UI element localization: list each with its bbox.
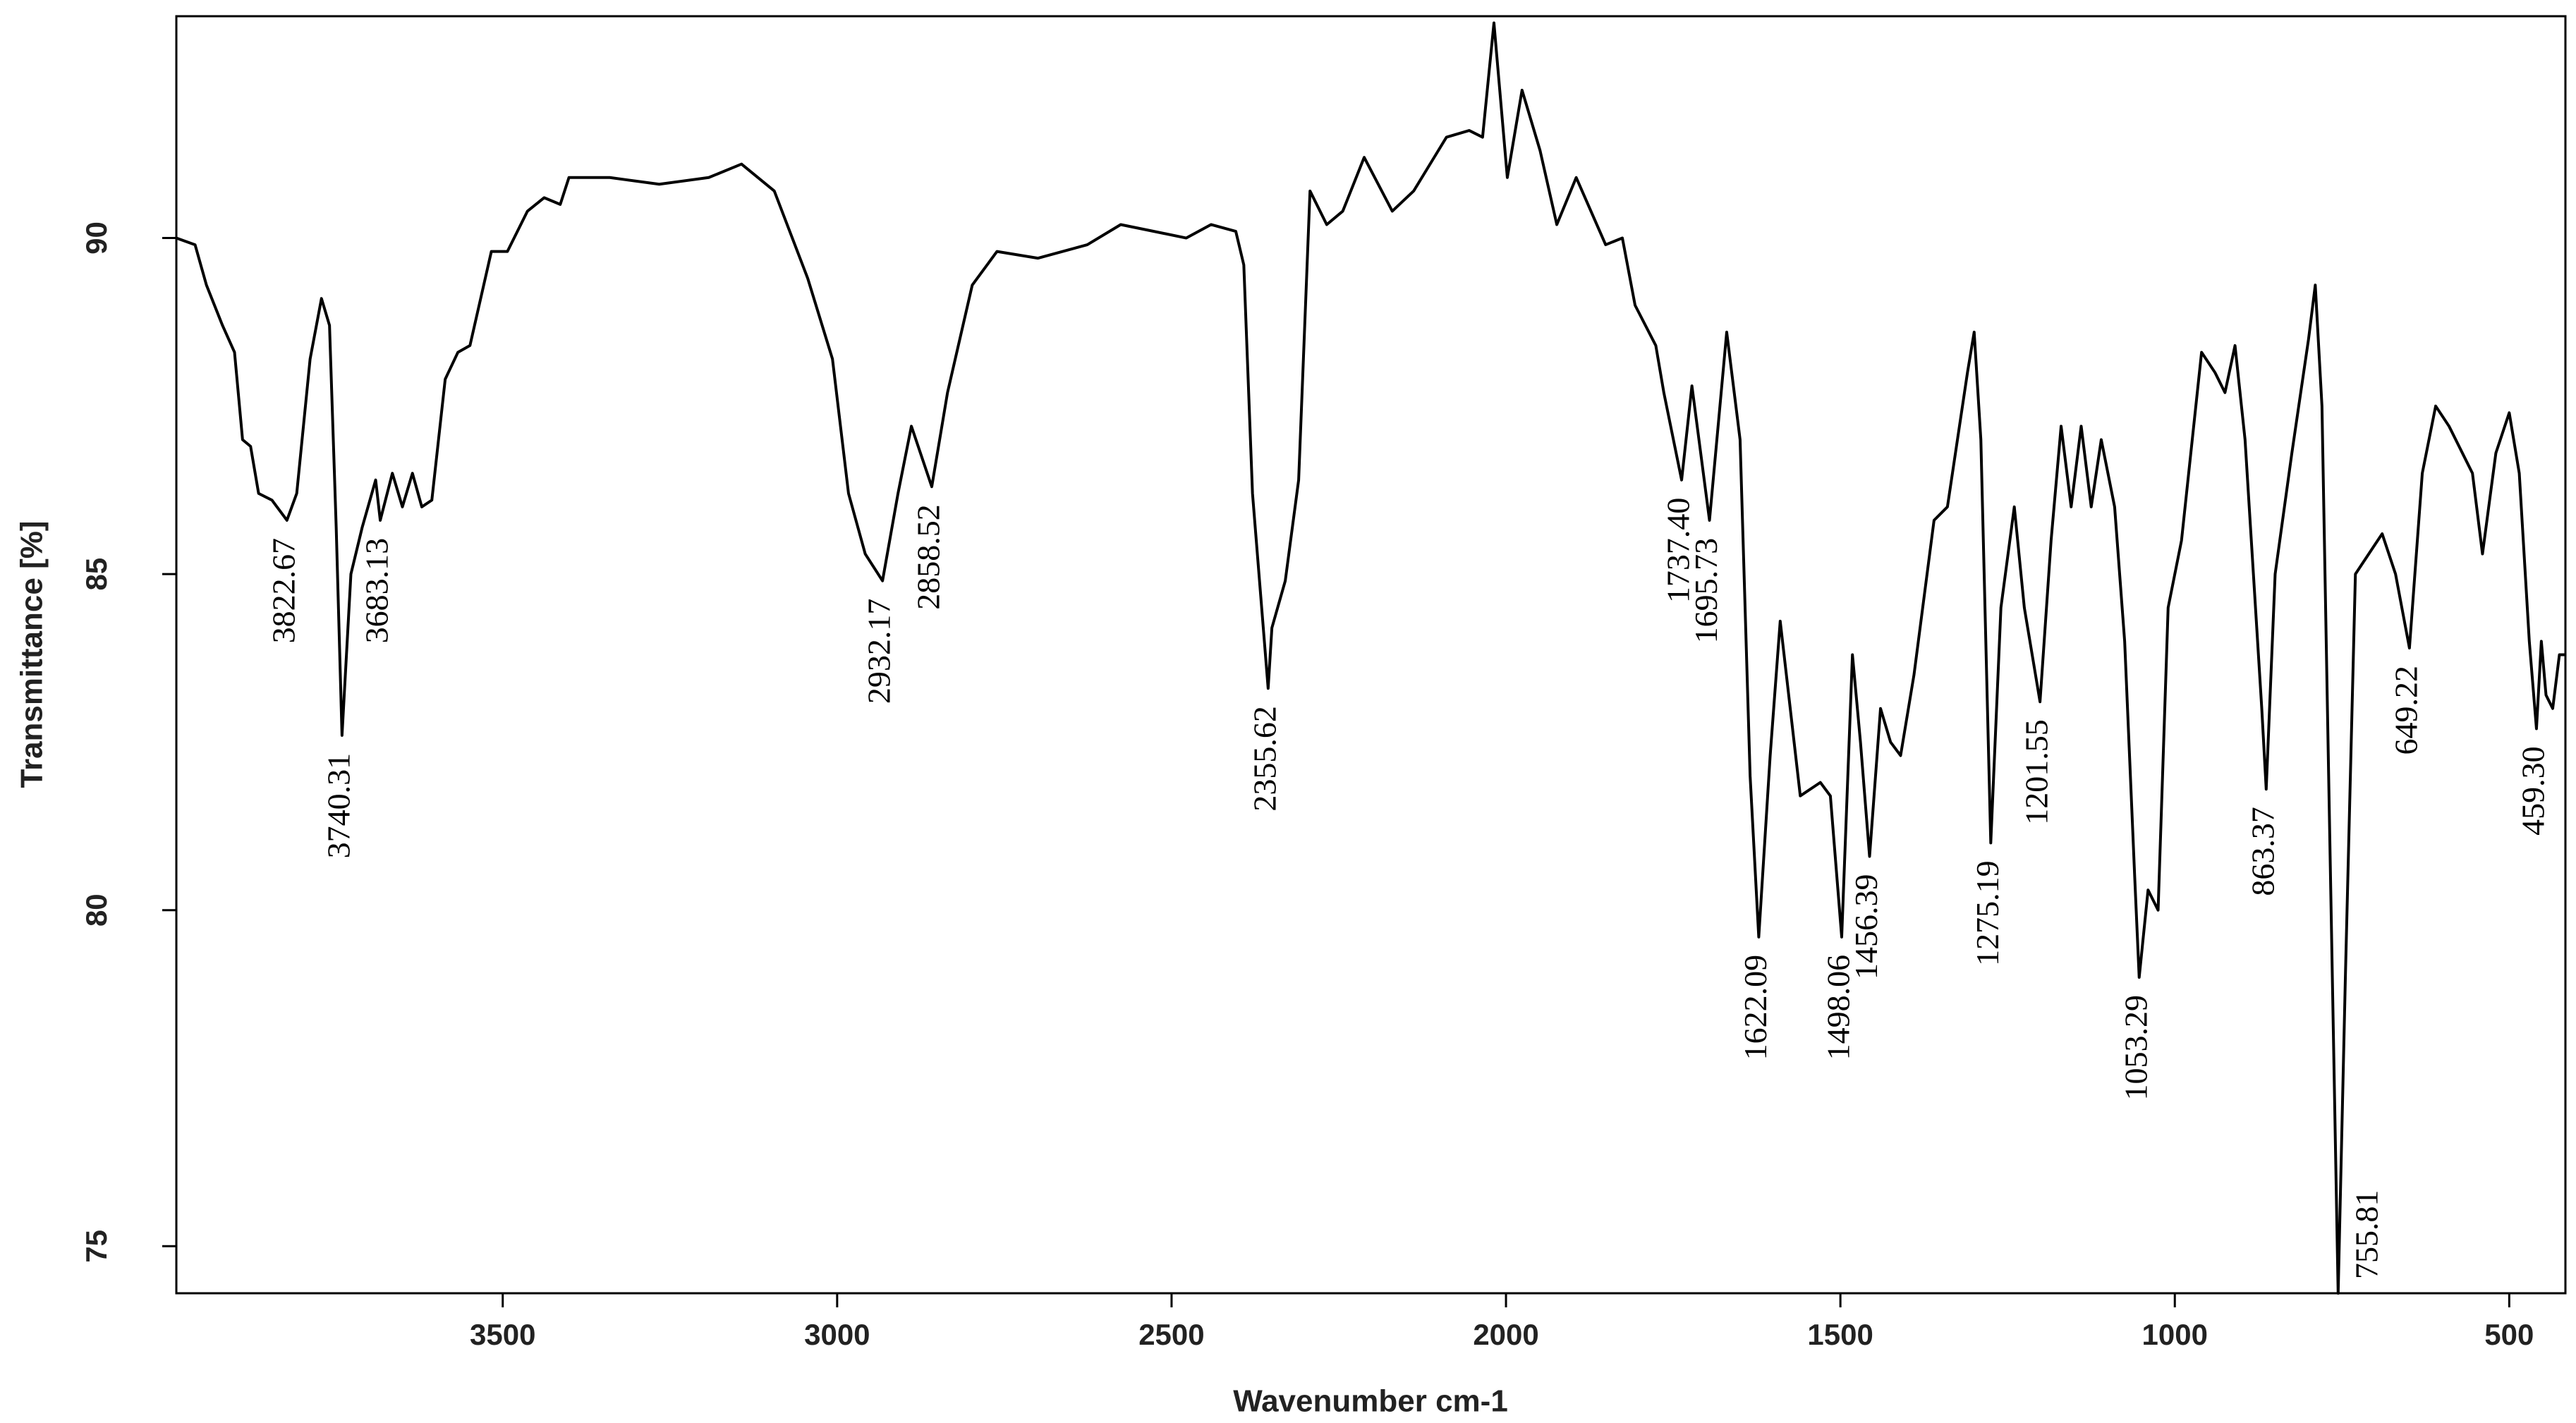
peak-label: 755.81 [2348,1190,2384,1280]
peak-label: 1201.55 [2019,719,2055,825]
x-tick-label: 2000 [1473,1318,1538,1351]
peak-label: 3683.13 [359,538,395,644]
y-axis-title: Transmittance [%] [15,521,49,788]
peak-label: 2858.52 [911,504,947,610]
peak-label: 2932.17 [861,599,897,704]
peak-label: 1695.73 [1688,538,1724,644]
peak-label: 863.37 [2244,807,2280,896]
peak-label: 2355.62 [1246,706,1282,812]
y-tick-label: 85 [80,558,113,591]
x-axis-title: Wavenumber cm-1 [1233,1384,1508,1419]
peak-label: 1456.39 [1848,874,1884,979]
peak-label: 3740.31 [320,753,356,859]
peak-label: 1737.40 [1660,498,1696,604]
peak-label: 1622.09 [1737,955,1773,1061]
x-tick-label: 1000 [2142,1318,2208,1351]
x-tick-label: 500 [2484,1318,2534,1351]
peak-label: 649.22 [2388,666,2424,755]
peak-label: 459.30 [2515,746,2551,836]
peak-label: 1498.06 [1821,955,1857,1061]
peak-label: 3822.67 [265,538,301,644]
y-tick-label: 90 [80,221,113,255]
peak-label: 1275.19 [1969,860,2005,966]
spectrum-line [176,21,2565,1295]
x-tick-label: 3500 [470,1318,535,1351]
peak-label: 1053.29 [2118,995,2153,1101]
x-tick-label: 3000 [804,1318,870,1351]
y-tick-label: 75 [80,1230,113,1263]
x-tick-label: 1500 [1807,1318,1873,1351]
x-tick-label: 2500 [1138,1318,1204,1351]
y-tick-label: 80 [80,893,113,927]
